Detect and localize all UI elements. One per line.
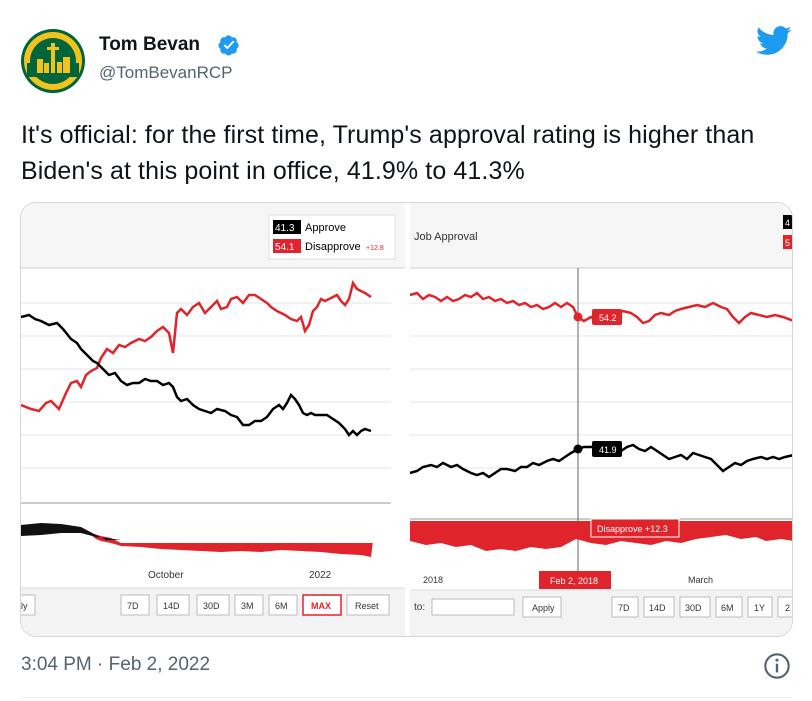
svg-text:Apply: Apply bbox=[532, 603, 555, 613]
twitter-bird-icon[interactable] bbox=[756, 26, 792, 56]
media-charts: 41.3 Approve 54.1 Disapprove +12.8 Octob… bbox=[21, 203, 793, 636]
right-to-date-input[interactable] bbox=[431, 598, 515, 616]
right-disapprove-callout: 54.2 bbox=[599, 313, 617, 323]
left-x-label-october: October bbox=[148, 570, 184, 581]
right-edge-disapprove: 5 bbox=[785, 238, 790, 248]
svg-text:MAX: MAX bbox=[311, 601, 331, 611]
left-button-14d[interactable] bbox=[156, 594, 190, 616]
right-chart-title: Job Approval bbox=[414, 231, 478, 243]
legend-approve-swatch bbox=[273, 220, 301, 234]
right-chart-panel: Job Approval 4 5 54.2 41.9 bbox=[409, 203, 793, 636]
svg-text:14D: 14D bbox=[649, 603, 666, 613]
legend-approve-value: 41.3 bbox=[275, 223, 295, 234]
right-approve-point bbox=[573, 444, 583, 454]
author-handle[interactable]: @TomBevanRCP bbox=[99, 63, 233, 82]
right-button-7d[interactable] bbox=[611, 596, 639, 618]
svg-text:6M: 6M bbox=[275, 601, 288, 611]
info-icon[interactable] bbox=[763, 652, 791, 680]
right-button-6m[interactable] bbox=[715, 596, 743, 618]
left-chart-panel: 41.3 Approve 54.1 Disapprove +12.8 Octob… bbox=[21, 203, 405, 636]
right-button-30d[interactable] bbox=[679, 596, 711, 618]
left-button-max[interactable] bbox=[302, 594, 342, 616]
svg-text:30D: 30D bbox=[203, 601, 220, 611]
right-button-partial[interactable] bbox=[777, 596, 793, 618]
tweet-timestamp[interactable]: 3:04 PM · Feb 2, 2022 bbox=[21, 654, 211, 675]
avatar-image bbox=[21, 29, 85, 93]
left-spread-area-positive bbox=[21, 523, 121, 540]
svg-text:2: 2 bbox=[785, 603, 790, 613]
avatar[interactable] bbox=[21, 29, 85, 93]
svg-text:Reset: Reset bbox=[355, 601, 379, 611]
left-button-3m[interactable] bbox=[234, 594, 264, 616]
panel-separator bbox=[405, 203, 410, 636]
right-x-label-2018: 2018 bbox=[423, 575, 443, 585]
legend-disapprove-swatch bbox=[273, 239, 301, 253]
left-spread-area bbox=[21, 525, 373, 557]
svg-text:7D: 7D bbox=[127, 601, 139, 611]
right-disapprove-point bbox=[573, 312, 583, 322]
right-to-label: to: bbox=[414, 602, 425, 613]
left-approve-line bbox=[21, 313, 372, 437]
legend-disapprove-label: Disapprove bbox=[305, 241, 361, 253]
author-name[interactable]: Tom Bevan bbox=[99, 34, 201, 55]
right-approve-callout-box bbox=[592, 441, 622, 457]
legend-spread: +12.8 bbox=[366, 245, 384, 252]
svg-text:ly: ly bbox=[21, 601, 28, 611]
right-x-label-march: March bbox=[688, 575, 713, 585]
divider bbox=[20, 697, 792, 698]
left-partial-button[interactable] bbox=[21, 594, 36, 616]
left-button-6m[interactable] bbox=[268, 594, 298, 616]
svg-text:14D: 14D bbox=[163, 601, 180, 611]
right-spread-callout: Disapprove +12.3 bbox=[597, 524, 668, 534]
right-disapprove-line bbox=[409, 291, 792, 325]
right-date-callout: Feb 2, 2018 bbox=[550, 576, 598, 586]
right-button-1y[interactable] bbox=[747, 596, 773, 618]
right-button-14d[interactable] bbox=[643, 596, 675, 618]
left-button-reset[interactable] bbox=[346, 594, 390, 616]
legend-disapprove-value: 54.1 bbox=[275, 242, 295, 253]
left-button-30d[interactable] bbox=[196, 594, 230, 616]
right-range-buttons: 7D 14D 30D 6M 1Y 2 bbox=[611, 596, 793, 618]
left-button-7d[interactable] bbox=[120, 594, 150, 616]
right-date-callout-box bbox=[539, 571, 611, 589]
left-x-label-2022: 2022 bbox=[309, 570, 332, 581]
svg-text:6M: 6M bbox=[721, 603, 734, 613]
left-disapprove-line bbox=[21, 279, 372, 413]
tweet-text: It's official: for the first time, Trump… bbox=[21, 121, 755, 185]
svg-text:1Y: 1Y bbox=[754, 603, 765, 613]
left-range-buttons: 7D 14D 30D 3M 6M MAX Reset bbox=[120, 594, 390, 616]
right-apply-button[interactable] bbox=[522, 596, 562, 618]
svg-text:7D: 7D bbox=[618, 603, 630, 613]
svg-text:30D: 30D bbox=[685, 603, 702, 613]
right-disapprove-callout-box bbox=[592, 309, 622, 325]
legend-approve-label: Approve bbox=[305, 222, 346, 234]
right-edge-approve: 4 bbox=[785, 218, 790, 228]
tweet-media[interactable]: 41.3 Approve 54.1 Disapprove +12.8 Octob… bbox=[20, 202, 793, 637]
verified-badge-icon bbox=[218, 35, 239, 56]
right-approve-callout: 41.9 bbox=[599, 445, 617, 455]
right-spread-callout-box bbox=[590, 518, 680, 538]
svg-text:3M: 3M bbox=[241, 601, 254, 611]
